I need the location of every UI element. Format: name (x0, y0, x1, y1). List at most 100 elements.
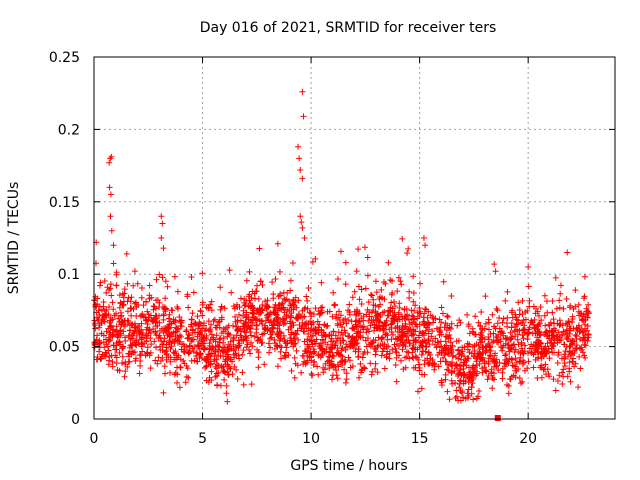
grid-lines (94, 57, 615, 419)
data-point (251, 333, 258, 340)
data-point (541, 312, 548, 319)
data-point (268, 334, 275, 341)
data-point (138, 312, 145, 319)
data-point (564, 321, 571, 328)
data-point (487, 330, 494, 337)
data-point (412, 353, 419, 360)
data-point (388, 278, 395, 285)
data-point (125, 350, 132, 357)
data-point (576, 328, 583, 335)
data-point (425, 308, 432, 315)
data-point (361, 365, 368, 372)
data-point (448, 349, 455, 356)
data-point (525, 283, 532, 290)
data-point (421, 357, 428, 364)
data-point (128, 351, 135, 358)
data-point (458, 352, 465, 359)
data-point (205, 351, 212, 358)
data-point (388, 336, 395, 343)
data-point (556, 297, 563, 304)
data-point (106, 329, 113, 336)
data-point (563, 296, 570, 303)
data-point (109, 299, 116, 306)
data-point (406, 316, 413, 323)
data-point (512, 333, 519, 340)
data-point (128, 312, 135, 319)
data-point (384, 348, 391, 355)
data-point (371, 324, 378, 331)
data-point (246, 268, 253, 275)
data-point (157, 334, 164, 341)
data-point (365, 299, 372, 306)
data-point (205, 327, 212, 334)
data-point (293, 347, 300, 354)
data-point (433, 325, 440, 332)
data-point (121, 298, 128, 305)
data-point (355, 283, 362, 290)
data-point (444, 313, 451, 320)
data-point (306, 349, 313, 356)
data-point (271, 304, 278, 311)
data-point (131, 300, 138, 307)
data-point (99, 351, 106, 358)
data-point (417, 310, 424, 317)
data-point (443, 358, 450, 365)
data-point (537, 350, 544, 357)
data-point (358, 300, 365, 307)
data-point (460, 359, 467, 366)
data-point (343, 341, 350, 348)
data-point (567, 302, 574, 309)
data-point (304, 297, 311, 304)
data-point (236, 311, 243, 318)
data-point (185, 374, 192, 381)
data-point (524, 365, 531, 372)
data-point (367, 322, 374, 329)
data-point (199, 312, 206, 319)
data-point (447, 360, 454, 367)
data-point (94, 356, 101, 363)
data-point (211, 351, 218, 358)
data-point (181, 349, 188, 356)
data-point (113, 346, 120, 353)
data-point (405, 337, 412, 344)
data-point (454, 365, 461, 372)
data-point (341, 366, 348, 373)
data-point (138, 343, 145, 350)
data-point (460, 394, 467, 401)
data-point (103, 341, 110, 348)
data-point (120, 321, 127, 328)
data-point (148, 341, 155, 348)
data-point (422, 338, 429, 345)
data-point (396, 352, 403, 359)
data-point (485, 372, 492, 379)
data-point (566, 359, 573, 366)
data-point (473, 395, 480, 402)
data-point (144, 308, 151, 315)
data-point (507, 329, 514, 336)
data-point (231, 363, 238, 370)
data-point (299, 307, 306, 314)
data-point (232, 318, 239, 325)
data-point (517, 354, 524, 361)
data-point (295, 143, 302, 150)
data-point (159, 274, 166, 281)
data-point (559, 322, 566, 329)
data-point (162, 308, 169, 315)
data-point (156, 299, 163, 306)
data-point (119, 360, 126, 367)
data-point (192, 329, 199, 336)
data-point (349, 325, 356, 332)
data-point (287, 277, 294, 284)
data-point (161, 335, 168, 342)
data-point (546, 355, 553, 362)
data-point (235, 344, 242, 351)
data-point (216, 343, 223, 350)
data-point (513, 321, 520, 328)
data-point (393, 378, 400, 385)
data-point (261, 361, 268, 368)
data-point (95, 307, 102, 314)
data-point (223, 382, 230, 389)
data-point (466, 330, 473, 337)
data-point (496, 359, 503, 366)
data-point (533, 341, 540, 348)
